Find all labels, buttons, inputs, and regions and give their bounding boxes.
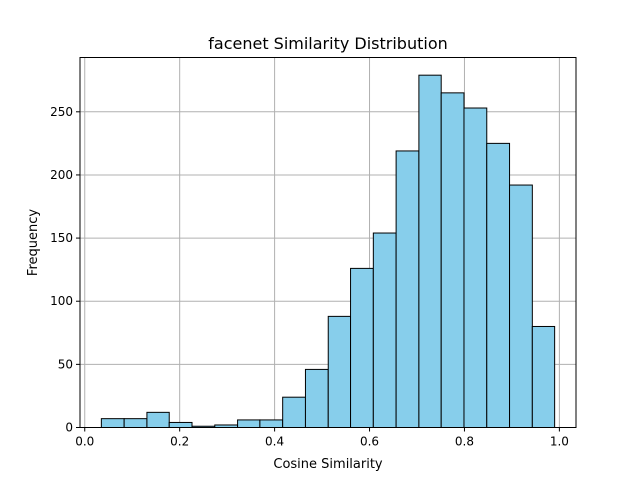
histogram-bar (395, 150, 420, 428)
histogram-bar (146, 411, 170, 428)
x-tick-label: 0.6 (360, 435, 379, 449)
y-tick-label: 200 (50, 168, 73, 182)
histogram-bar (100, 418, 125, 428)
histogram-bar (418, 74, 442, 429)
histogram-bar (372, 232, 397, 428)
y-tick-label: 100 (50, 294, 73, 308)
x-tick-label: 1.0 (550, 435, 569, 449)
y-tick-label: 250 (50, 105, 73, 119)
histogram-bar (282, 396, 306, 429)
y-axis-ticks: 0 50 100 150 200 250 (50, 105, 80, 435)
histogram-bar (509, 184, 533, 428)
histogram-bar (237, 419, 261, 429)
x-tick-label: 0.8 (455, 435, 474, 449)
plot-frame (79, 57, 577, 428)
y-axis-label: Frequency (26, 209, 41, 276)
y-tick-label: 150 (50, 231, 73, 245)
histogram-bar (463, 107, 488, 429)
x-axis-ticks: 0.0 0.2 0.4 0.6 0.8 1.0 (75, 427, 569, 449)
chart-title: facenet Similarity Distribution (208, 34, 448, 53)
x-tick-label: 0.0 (75, 435, 94, 449)
histogram-bar (350, 267, 374, 428)
y-tick-label: 0 (65, 421, 73, 435)
histogram-bar (531, 325, 556, 428)
histogram-bar (259, 419, 284, 429)
histogram-bar (327, 315, 352, 428)
x-axis-label: Cosine Similarity (273, 457, 383, 472)
histogram-bar (486, 142, 511, 428)
histogram-bar (168, 421, 193, 428)
x-tick-label: 0.2 (170, 435, 189, 449)
histogram-bar (440, 92, 465, 428)
y-tick-label: 50 (58, 357, 73, 371)
histogram-bar (123, 418, 148, 428)
x-tick-label: 0.4 (265, 435, 284, 449)
bars-layer (100, 74, 556, 429)
histogram-bar (304, 368, 329, 428)
